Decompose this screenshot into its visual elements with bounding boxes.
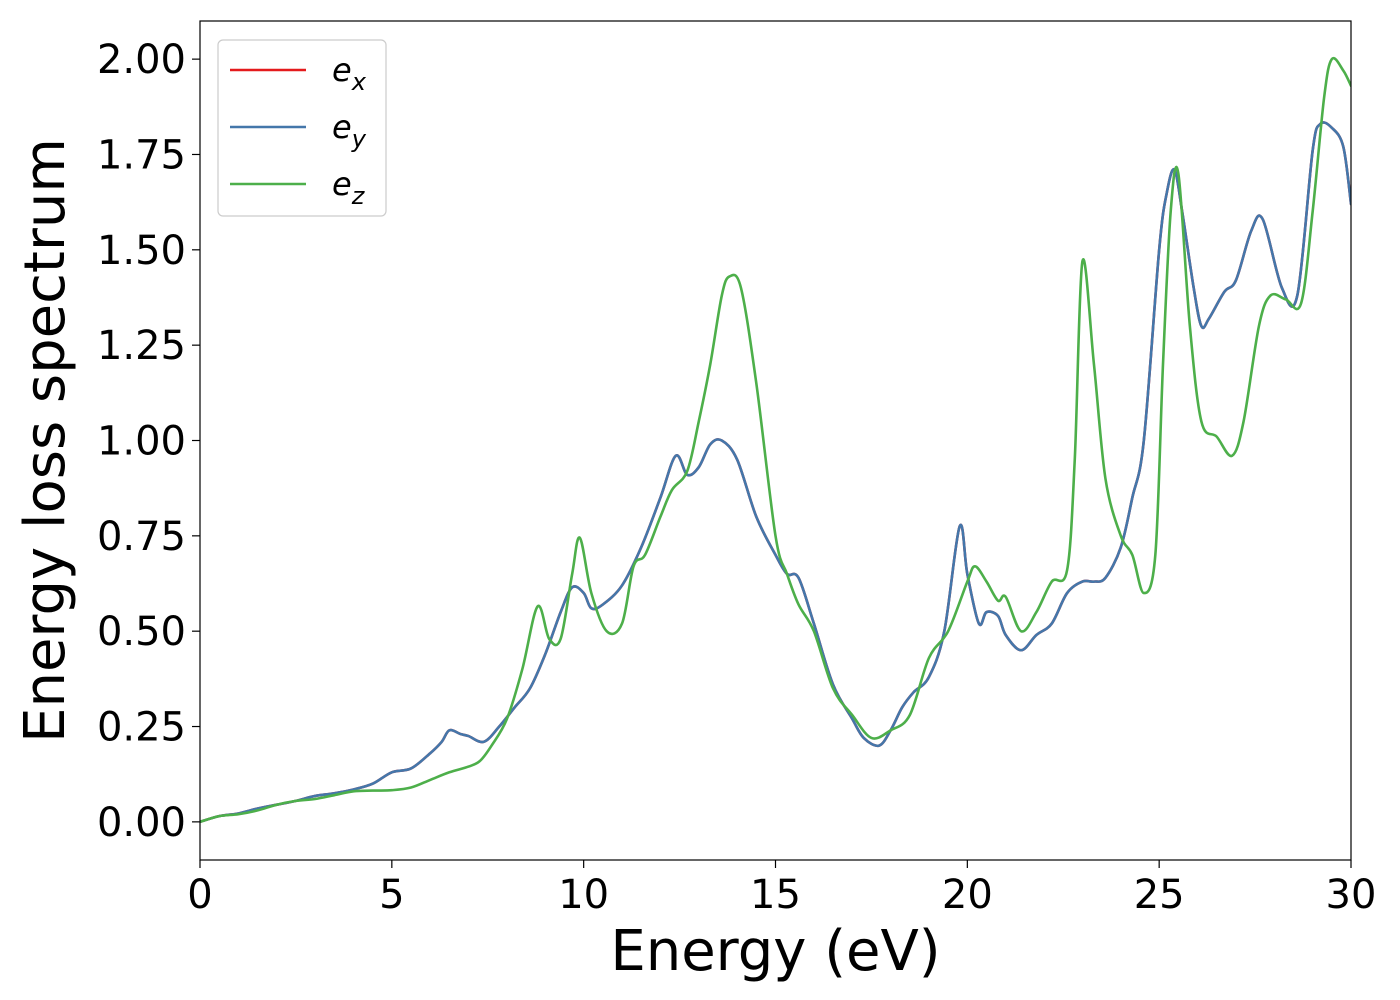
legend-label-e-z: ez [332, 165, 366, 210]
y-tick-label: 0.50 [97, 609, 186, 655]
plot-area [199, 20, 1352, 861]
y-axis-title: Energy loss spectrum [13, 138, 78, 743]
x-tick-label: 5 [379, 872, 404, 918]
y-tick-label: 1.50 [97, 228, 186, 274]
legend-label-subscript: z [351, 182, 366, 210]
y-tick-label: 0.75 [97, 514, 186, 560]
x-tick-label: 20 [942, 872, 993, 918]
x-axis-title: Energy (eV) [610, 919, 940, 984]
x-tick-label: 25 [1134, 872, 1185, 918]
x-tick-label: 0 [187, 872, 212, 918]
y-axis-ticks: 0.00 0.25 0.50 0.75 1.00 1.25 1.50 1.75 2.00 [97, 37, 200, 846]
x-tick-label: 10 [558, 872, 609, 918]
y-tick-label: 1.25 [97, 323, 186, 369]
legend-label-subscript: x [351, 68, 367, 96]
legend-label-subscript: y [351, 125, 367, 153]
x-axis-ticks: 0 5 10 15 20 25 30 [187, 860, 1376, 918]
legend-label-e-y: ey [332, 108, 367, 153]
y-tick-label: 0.25 [97, 705, 186, 751]
x-tick-label: 30 [1326, 872, 1377, 918]
y-tick-label: 2.00 [97, 37, 186, 83]
legend-label-base: e [332, 51, 352, 89]
series-layer [200, 56, 1351, 824]
y-tick-label: 1.00 [97, 419, 186, 465]
y-tick-label: 0.00 [97, 800, 186, 846]
legend-label-base: e [332, 108, 352, 146]
x-tick-label: 15 [750, 872, 801, 918]
series-line-e-z [200, 56, 1351, 824]
series-line-e-y [200, 121, 1351, 824]
legend-label-e-x: ex [332, 51, 367, 96]
legend-label-base: e [332, 165, 352, 203]
y-tick-label: 1.75 [97, 132, 186, 178]
